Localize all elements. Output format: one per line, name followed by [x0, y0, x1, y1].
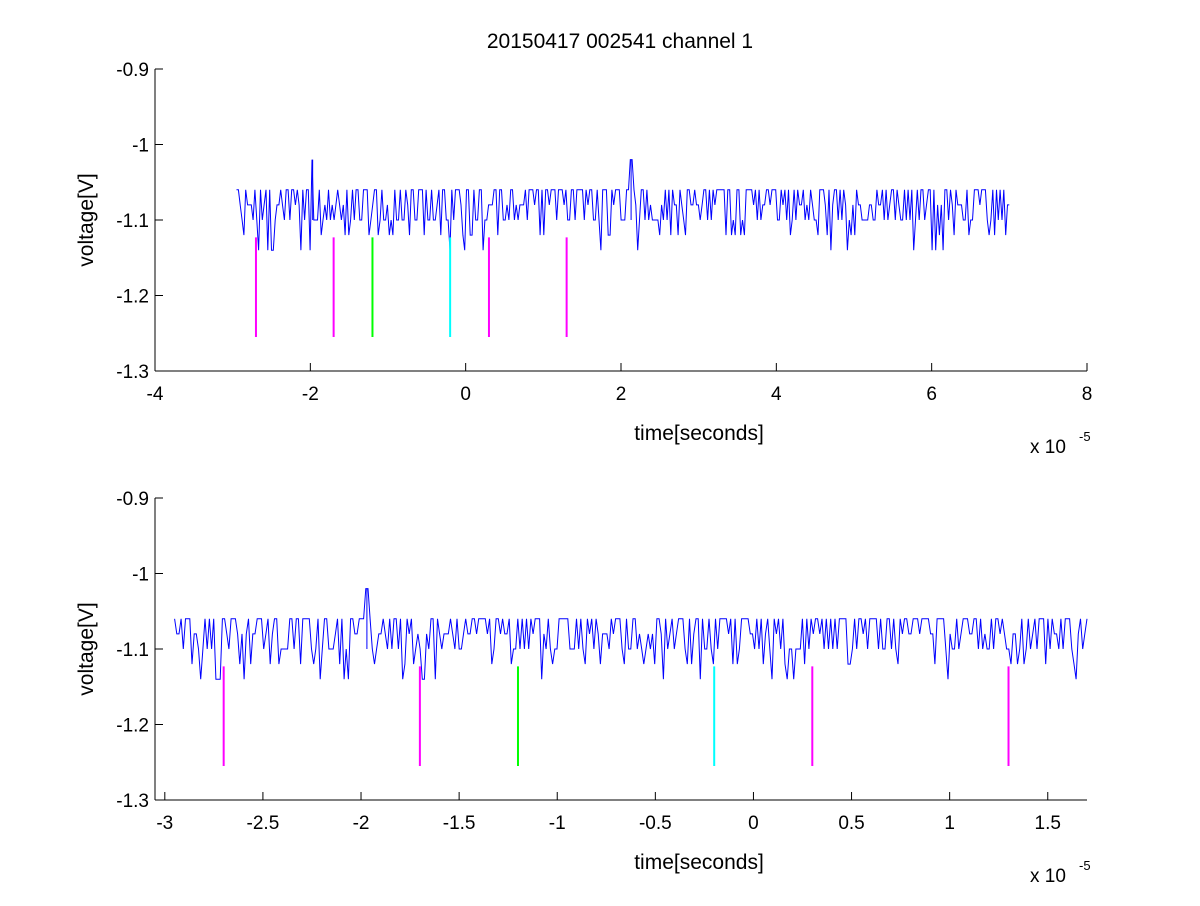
- y-tick-label: -0.9: [116, 489, 149, 510]
- x-tick-label: -4: [147, 384, 164, 405]
- y-tick-label: -1.1: [116, 640, 149, 661]
- top-plot: -4 -2 0 2 4 6 8 -1.3 -1.2 -1.1 -1 -0.9 time[seconds]…: [75, 60, 1092, 458]
- x-tick-label: -2: [302, 384, 319, 405]
- y-tick-label: -0.9: [116, 60, 149, 81]
- voltage-trace: [236, 159, 1010, 251]
- x-tick-label: 0: [748, 813, 759, 834]
- y-tick-label: -1.3: [116, 362, 149, 383]
- x-tick-label: 4: [771, 384, 782, 405]
- figure-title: 20150417 002541 channel 1: [487, 30, 753, 53]
- x-tick-label: 8: [1082, 384, 1093, 405]
- x-tick-label: 1: [944, 813, 955, 834]
- y-axis-label: voltage[V]: [75, 173, 98, 266]
- x-tick-label: -0.5: [639, 813, 672, 834]
- x-tick-label: 6: [926, 384, 937, 405]
- x-tick-label: -1.5: [443, 813, 476, 834]
- x-axis-label: time[seconds]: [634, 851, 764, 874]
- x-axis-label: time[seconds]: [634, 422, 764, 445]
- y-tick-label: -1: [132, 565, 149, 586]
- y-tick-label: -1.2: [116, 716, 149, 737]
- y-tick-label: -1: [132, 136, 149, 157]
- y-axis-label: voltage[V]: [75, 602, 98, 695]
- x-axis-multiplier-exponent: -5: [1079, 429, 1091, 444]
- x-tick-label: -1: [549, 813, 566, 834]
- x-tick-label: 2: [616, 384, 627, 405]
- y-tick-label: -1.3: [116, 791, 149, 812]
- x-tick-label: 1.5: [1035, 813, 1061, 834]
- x-axis-multiplier: x 10: [1030, 866, 1066, 887]
- y-tick-label: -1.2: [116, 287, 149, 308]
- bottom-plot: -3 -2.5 -2 -1.5 -1 -0.5 0 0.5 1 1.5 -1.3 -1.2 -1.1 -1…: [75, 489, 1091, 887]
- x-axis-multiplier: x 10: [1030, 437, 1066, 458]
- x-tick-label: 0: [460, 384, 471, 405]
- voltage-trace: [174, 588, 1088, 680]
- x-tick-label: 0.5: [838, 813, 864, 834]
- x-tick-label: -3: [156, 813, 173, 834]
- x-tick-label: -2: [353, 813, 370, 834]
- y-tick-label: -1.1: [116, 211, 149, 232]
- x-axis-multiplier-exponent: -5: [1079, 858, 1091, 873]
- x-tick-label: -2.5: [247, 813, 280, 834]
